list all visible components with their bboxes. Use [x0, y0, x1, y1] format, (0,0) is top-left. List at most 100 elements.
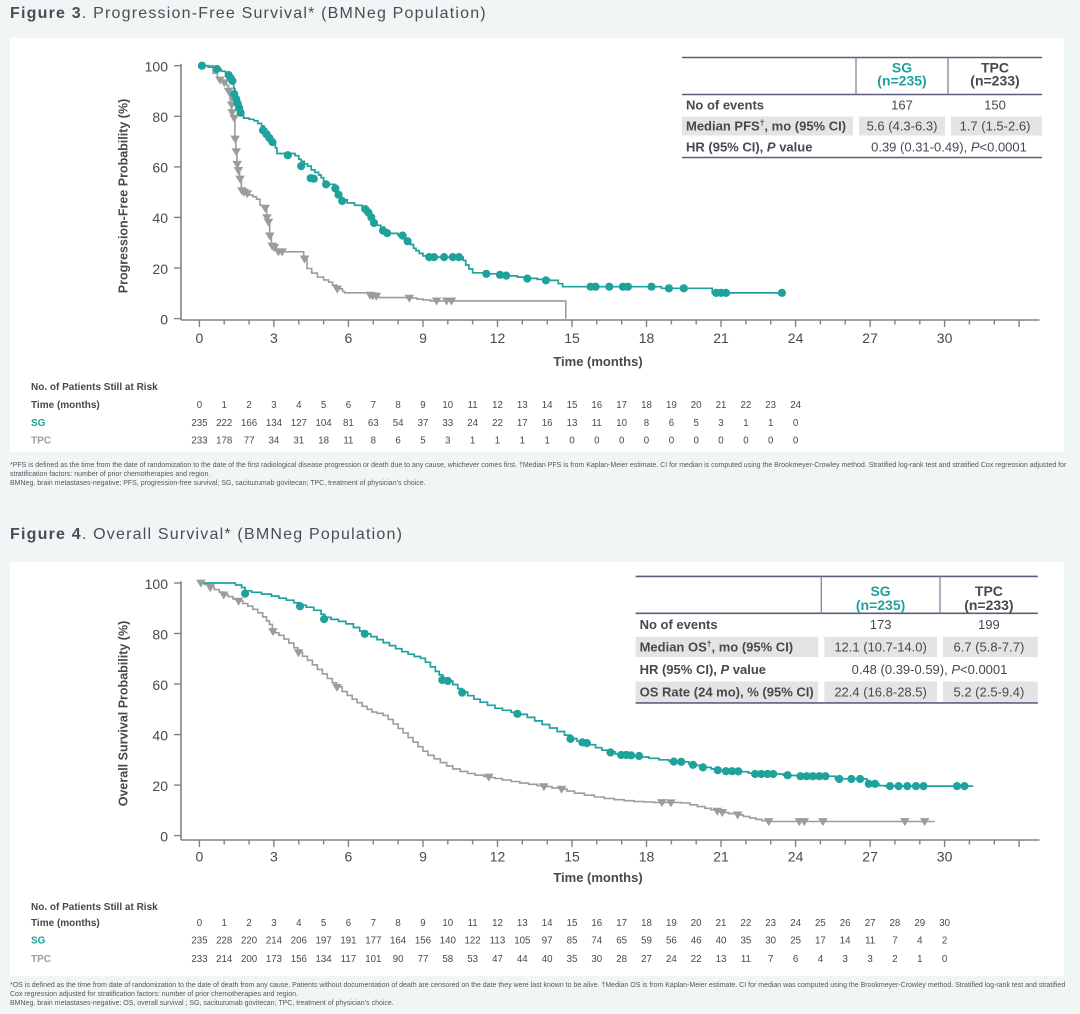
svg-text:30: 30 [939, 918, 950, 929]
svg-text:18: 18 [641, 400, 652, 411]
svg-text:27: 27 [865, 918, 876, 929]
svg-text:233: 233 [191, 954, 207, 965]
svg-text:222: 222 [216, 418, 232, 429]
svg-text:40: 40 [152, 727, 168, 743]
svg-text:46: 46 [691, 936, 702, 947]
svg-text:0: 0 [694, 436, 700, 447]
svg-text:40: 40 [716, 936, 727, 947]
svg-text:0: 0 [197, 918, 203, 929]
svg-text:63: 63 [368, 418, 379, 429]
svg-text:140: 140 [440, 936, 457, 947]
svg-text:3: 3 [718, 418, 723, 429]
svg-text:TPC: TPC [31, 954, 51, 965]
svg-text:0: 0 [619, 436, 625, 447]
svg-text:21: 21 [716, 400, 727, 411]
svg-text:17: 17 [815, 936, 826, 947]
svg-text:101: 101 [365, 954, 381, 965]
svg-text:18: 18 [641, 918, 652, 929]
svg-text:5: 5 [420, 436, 425, 447]
svg-text:13: 13 [567, 418, 578, 429]
svg-text:77: 77 [244, 436, 255, 447]
svg-text:Time (months): Time (months) [31, 918, 100, 929]
svg-text:SG: SG [892, 60, 912, 76]
svg-text:17: 17 [517, 418, 528, 429]
svg-text:26: 26 [840, 918, 851, 929]
svg-text:1: 1 [743, 418, 748, 429]
svg-text:15: 15 [564, 849, 580, 865]
svg-text:197: 197 [316, 936, 332, 947]
svg-text:0: 0 [196, 330, 204, 346]
svg-text:40: 40 [542, 954, 553, 965]
svg-text:0.48 (0.39-0.59), P<0.0001: 0.48 (0.39-0.59), P<0.0001 [852, 662, 1008, 677]
svg-text:0: 0 [569, 436, 575, 447]
svg-text:SG: SG [870, 583, 890, 599]
svg-text:0: 0 [743, 436, 749, 447]
svg-text:24: 24 [788, 849, 804, 865]
svg-text:1: 1 [470, 436, 475, 447]
svg-text:4: 4 [917, 936, 923, 947]
svg-text:HR (95% CI), P value: HR (95% CI), P value [640, 662, 766, 677]
svg-text:11: 11 [468, 918, 478, 929]
svg-text:80: 80 [152, 626, 168, 642]
svg-text:122: 122 [465, 936, 481, 947]
svg-text:80: 80 [152, 109, 168, 125]
svg-text:21: 21 [713, 330, 729, 346]
svg-text:40: 40 [152, 210, 168, 226]
svg-text:2: 2 [892, 954, 897, 965]
svg-text:24: 24 [666, 954, 677, 965]
svg-text:12: 12 [492, 400, 503, 411]
svg-text:5: 5 [321, 400, 326, 411]
svg-text:1: 1 [520, 436, 525, 447]
svg-text:8: 8 [644, 418, 649, 429]
svg-text:28: 28 [890, 918, 901, 929]
svg-text:7: 7 [768, 954, 773, 965]
svg-text:21: 21 [716, 918, 727, 929]
svg-text:44: 44 [517, 954, 528, 965]
svg-text:24: 24 [790, 400, 801, 411]
svg-text:19: 19 [666, 400, 677, 411]
svg-text:0: 0 [197, 400, 203, 411]
svg-text:(n=233): (n=233) [964, 597, 1013, 613]
svg-text:54: 54 [393, 418, 404, 429]
svg-text:1: 1 [545, 436, 550, 447]
svg-text:0: 0 [669, 436, 675, 447]
svg-text:104: 104 [316, 418, 333, 429]
svg-text:0: 0 [160, 311, 168, 327]
svg-text:214: 214 [216, 954, 233, 965]
svg-text:22: 22 [741, 918, 752, 929]
svg-text:113: 113 [490, 936, 505, 947]
svg-text:35: 35 [741, 936, 752, 947]
svg-text:117: 117 [341, 954, 356, 965]
svg-text:17: 17 [616, 918, 627, 929]
svg-text:0: 0 [768, 436, 774, 447]
svg-text:1: 1 [768, 418, 773, 429]
svg-text:2: 2 [246, 918, 251, 929]
svg-text:14: 14 [542, 400, 553, 411]
svg-text:10: 10 [442, 400, 453, 411]
svg-text:12: 12 [490, 849, 506, 865]
svg-text:134: 134 [316, 954, 333, 965]
svg-text:2: 2 [942, 936, 947, 947]
svg-text:235: 235 [191, 936, 207, 947]
svg-text:6: 6 [345, 330, 353, 346]
svg-text:1.7 (1.5-2.6): 1.7 (1.5-2.6) [960, 119, 1031, 134]
svg-text:37: 37 [418, 418, 429, 429]
svg-text:Time (months): Time (months) [31, 400, 100, 411]
svg-text:30: 30 [937, 330, 953, 346]
svg-text:74: 74 [591, 936, 602, 947]
svg-text:13: 13 [716, 954, 727, 965]
svg-text:90: 90 [393, 954, 404, 965]
svg-text:178: 178 [216, 436, 232, 447]
svg-text:235: 235 [191, 418, 207, 429]
svg-text:3: 3 [271, 918, 276, 929]
svg-text:1: 1 [495, 436, 500, 447]
svg-text:58: 58 [442, 954, 453, 965]
svg-text:0: 0 [942, 954, 948, 965]
svg-text:3: 3 [270, 330, 278, 346]
svg-text:6: 6 [345, 849, 353, 865]
svg-text:65: 65 [616, 936, 627, 947]
svg-text:97: 97 [542, 936, 553, 947]
svg-text:20: 20 [691, 918, 702, 929]
svg-text:No. of Patients Still at Risk: No. of Patients Still at Risk [31, 902, 158, 913]
svg-text:60: 60 [152, 160, 168, 176]
